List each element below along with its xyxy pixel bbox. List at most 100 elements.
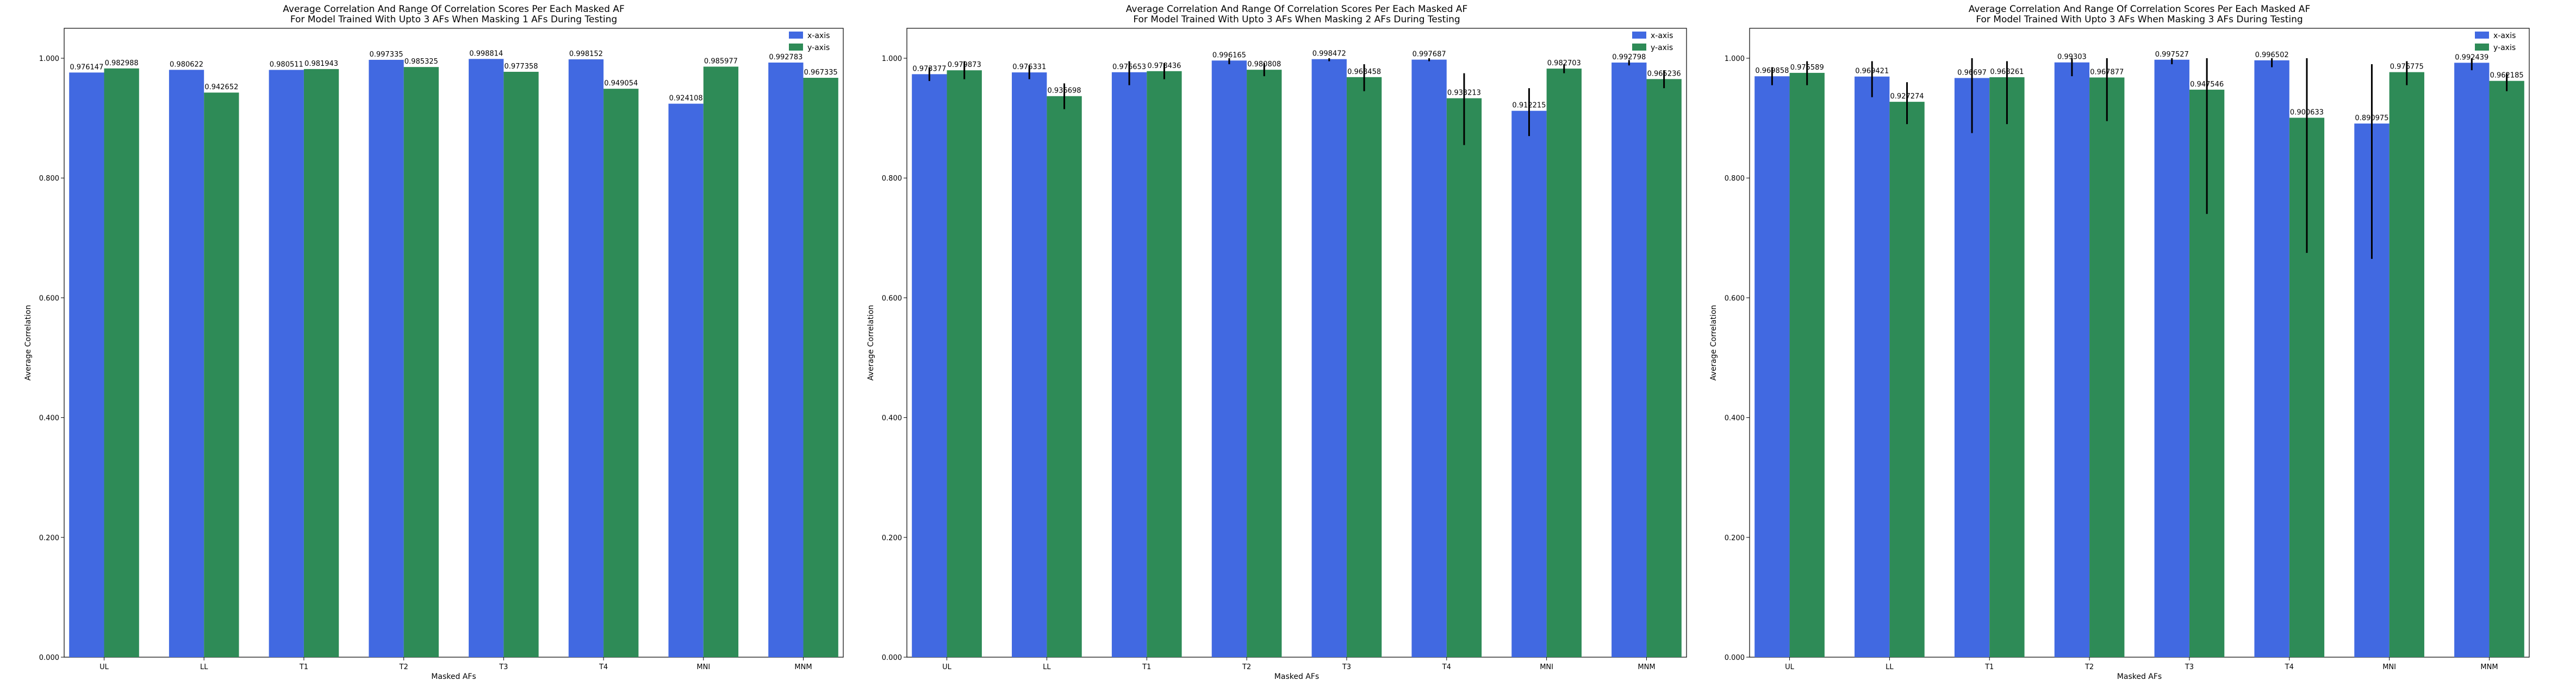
bar-y-axis — [947, 70, 982, 657]
data-label: 0.912215 — [1512, 102, 1546, 110]
data-label: 0.980808 — [1247, 60, 1281, 69]
data-label: 0.985977 — [704, 57, 738, 65]
bar-x-axis — [1311, 59, 1347, 658]
data-label: 0.980511 — [270, 61, 303, 69]
legend-swatch-x-axis — [1632, 32, 1646, 39]
x-tick-label: T2 — [2085, 663, 2094, 671]
legend-label: y-axis — [807, 44, 830, 52]
chart-title-line: For Model Trained With Upto 3 AFs When M… — [1976, 14, 2303, 25]
x-tick-label: LL — [200, 663, 208, 671]
data-label: 0.992783 — [769, 53, 802, 61]
legend-swatch-y-axis — [2475, 44, 2489, 51]
data-label: 0.996502 — [2255, 51, 2289, 59]
x-tick-label: T4 — [599, 663, 608, 671]
bar-y-axis — [1346, 77, 1382, 657]
data-label: 0.967877 — [2090, 68, 2124, 76]
y-tick-label: 0.800 — [1725, 175, 1745, 183]
bar-x-axis — [1855, 76, 1890, 658]
bar-y-axis — [503, 71, 539, 658]
data-label: 0.980622 — [170, 60, 203, 69]
bar-y-axis — [1989, 77, 2025, 658]
bar-x-axis — [768, 62, 804, 658]
bar-x-axis — [1411, 59, 1447, 658]
bar-y-axis — [603, 89, 639, 658]
data-label: 0.949054 — [604, 79, 638, 88]
bar-y-axis — [2389, 72, 2424, 658]
x-tick-label: T1 — [299, 663, 308, 671]
chart-title-line: For Model Trained With Upto 3 AFs When M… — [1133, 14, 1460, 25]
x-axis-label: Masked AFs — [431, 672, 476, 681]
x-tick-label: T1 — [1142, 663, 1151, 671]
y-tick-label: 0.800 — [39, 175, 59, 183]
data-label: 0.985325 — [405, 58, 438, 66]
data-label: 0.965236 — [1647, 70, 1681, 78]
bar-x-axis — [1954, 78, 1990, 657]
y-tick-label: 0.000 — [882, 654, 902, 662]
y-tick-label: 0.200 — [882, 534, 902, 542]
data-label: 0.947546 — [2190, 81, 2224, 89]
x-tick-label: LL — [1043, 663, 1051, 671]
data-label: 0.975589 — [1790, 64, 1824, 72]
bar-y-axis — [2089, 77, 2125, 657]
x-tick-label: UL — [942, 663, 952, 671]
x-tick-label: MNM — [1638, 663, 1655, 671]
legend-label: x-axis — [1651, 32, 1673, 40]
bar-x-axis — [2254, 60, 2289, 657]
data-label: 0.936698 — [1048, 87, 1081, 95]
x-tick-label: MNM — [2480, 663, 2498, 671]
x-tick-label: T4 — [1442, 663, 1451, 671]
data-label: 0.99303 — [2057, 53, 2087, 61]
y-tick-label: 1.000 — [1725, 55, 1745, 63]
bar-x-axis — [269, 70, 304, 658]
bar-x-axis — [369, 59, 404, 657]
y-axis-label: Average Correlation — [24, 305, 33, 380]
x-tick-label: UL — [99, 663, 109, 671]
bar-y-axis — [403, 67, 439, 657]
y-tick-label: 0.400 — [882, 415, 902, 423]
bar-x-axis — [2154, 59, 2189, 658]
data-label: 0.997527 — [2155, 51, 2189, 59]
legend-label: y-axis — [2493, 44, 2516, 52]
bar-y-axis — [1247, 70, 1282, 657]
bar-y-axis — [703, 66, 739, 657]
data-label: 0.968458 — [1347, 68, 1381, 76]
bar-y-axis — [1446, 98, 1482, 658]
bar-y-axis — [1546, 69, 1582, 657]
y-tick-label: 0.800 — [882, 175, 902, 183]
bar-x-axis — [1211, 60, 1247, 657]
data-label: 0.997687 — [1413, 51, 1446, 59]
x-tick-label: T3 — [499, 663, 508, 671]
y-tick-label: 1.000 — [39, 55, 59, 63]
legend-swatch-x-axis — [2475, 32, 2489, 39]
bar-x-axis — [912, 74, 947, 657]
x-tick-label: T4 — [2285, 663, 2294, 671]
bar-y-axis — [803, 78, 838, 657]
bar-x-axis — [469, 59, 504, 657]
data-label: 0.968261 — [1990, 68, 2024, 76]
y-tick-label: 0.400 — [39, 415, 59, 423]
data-label: 0.998814 — [469, 50, 503, 58]
data-label: 0.977358 — [504, 63, 538, 71]
data-label: 0.976331 — [1012, 63, 1046, 71]
data-label: 0.982703 — [1547, 59, 1581, 67]
chart-title-line: Average Correlation And Range Of Correla… — [283, 4, 624, 15]
plot-frame — [64, 28, 844, 658]
bar-x-axis — [668, 103, 704, 658]
data-label: 0.992798 — [1612, 53, 1646, 61]
data-label: 0.978436 — [1147, 62, 1181, 70]
chart-panel-3: Average Correlation And Range Of Correla… — [1709, 4, 2530, 681]
bar-x-axis — [1754, 76, 1790, 657]
y-tick-label: 0.200 — [39, 534, 59, 542]
bar-y-axis — [204, 92, 239, 657]
chart-title-line: Average Correlation And Range Of Correla… — [1126, 4, 1467, 15]
bar-y-axis — [1147, 71, 1182, 657]
data-label: 0.976775 — [2390, 63, 2424, 71]
bar-y-axis — [1047, 96, 1082, 657]
data-label: 0.996165 — [1212, 51, 1246, 59]
bar-y-axis — [1789, 72, 1825, 657]
bar-x-axis — [2454, 63, 2490, 657]
data-label: 0.962185 — [2490, 72, 2524, 80]
bar-x-axis — [568, 59, 604, 658]
y-tick-label: 0.200 — [1725, 534, 1745, 542]
legend-swatch-y-axis — [789, 44, 803, 51]
